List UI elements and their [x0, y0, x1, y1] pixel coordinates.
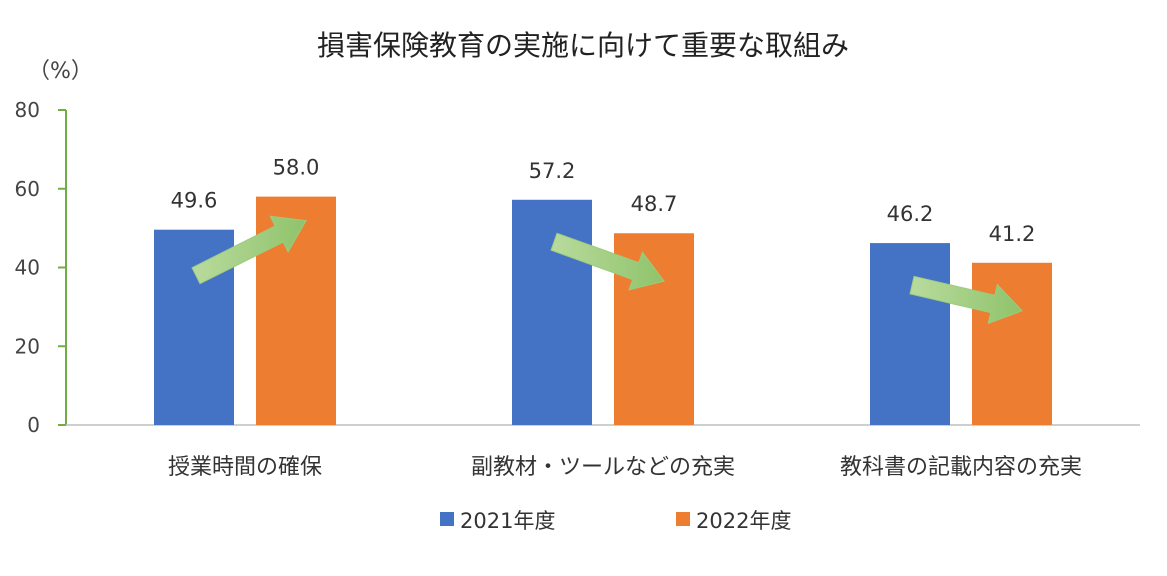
- y-tick-label: 20: [15, 334, 40, 358]
- y-tick-label: 0: [27, 413, 40, 437]
- data-label: 58.0: [273, 156, 320, 180]
- data-label: 41.2: [989, 222, 1036, 246]
- bar-1-3: [870, 243, 950, 425]
- trend-arrow-up: [191, 215, 307, 285]
- legend: 2021年度 2022年度: [440, 509, 791, 533]
- y-tick-label: 40: [15, 256, 40, 280]
- data-label: 49.6: [171, 189, 218, 213]
- y-tick-label: 60: [15, 177, 40, 201]
- y-axis-unit: （%）: [28, 59, 93, 84]
- trend-arrow-down: [909, 275, 1023, 325]
- trend-arrows: [191, 215, 1023, 325]
- legend-label: 2022年度: [696, 509, 791, 533]
- bar-2-3: [972, 262, 1052, 425]
- category-label: 授業時間の確保: [168, 455, 322, 480]
- category-label: 教科書の記載内容の充実: [840, 455, 1082, 480]
- axes: 0 20 40 60 80: [15, 98, 1140, 437]
- legend-swatch: [440, 512, 454, 526]
- chart-title: 損害保険教育の実施に向けて重要な取組み: [317, 29, 849, 62]
- category-labels: 授業時間の確保 副教材・ツールなどの充実 教科書の記載内容の充実: [168, 455, 1082, 480]
- bar-1-2: [512, 199, 592, 425]
- data-label: 57.2: [529, 159, 576, 183]
- legend-label: 2021年度: [460, 509, 555, 533]
- trend-arrow-down: [550, 232, 665, 291]
- data-labels: 49.6 58.0 57.2 48.7 46.2 41.2: [171, 156, 1036, 246]
- category-label: 副教材・ツールなどの充実: [471, 455, 735, 480]
- legend-swatch: [676, 512, 690, 526]
- data-label: 46.2: [887, 202, 934, 226]
- data-label: 48.7: [631, 192, 678, 216]
- y-tick-label: 80: [15, 98, 40, 122]
